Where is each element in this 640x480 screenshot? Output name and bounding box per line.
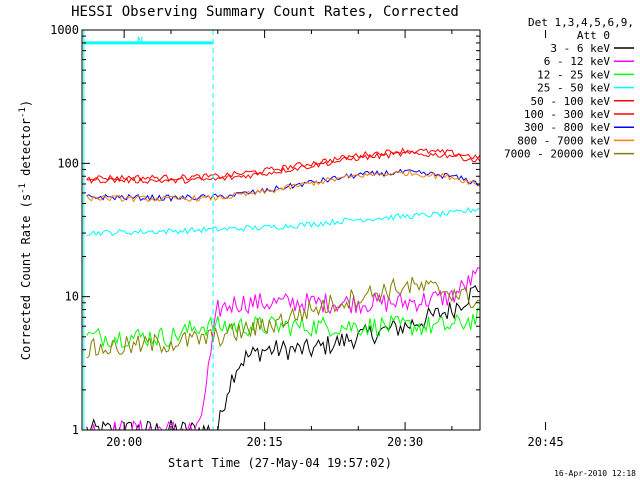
y-axis-label-end: )	[19, 100, 33, 107]
legend-label-1: 6 - 12 keV	[544, 55, 611, 68]
y-axis-label-sup2: -1	[18, 107, 28, 118]
series-line-3	[86, 206, 480, 237]
series-line-5	[86, 150, 480, 184]
legend-label-5: 100 - 300 keV	[524, 108, 610, 121]
series-layer	[86, 147, 480, 430]
chart-title: HESSI Observing Summary Count Rates, Cor…	[71, 4, 459, 20]
y-axis-label-mid: detector	[19, 118, 33, 183]
x-tick-label-0: 20:00	[106, 435, 142, 449]
series-line-1	[88, 267, 480, 430]
x-tick-label-1: 20:15	[247, 435, 283, 449]
legend-label-2: 12 - 25 keV	[537, 68, 610, 81]
x-tick-label-2: 20:30	[387, 435, 423, 449]
vertical-markers	[83, 30, 214, 430]
legend-label-7: 800 - 7000 keV	[517, 134, 610, 147]
n-marker: N	[137, 36, 143, 47]
legend-label-0: 3 - 6 keV	[550, 42, 610, 55]
y-tick-label-0: 1	[72, 423, 79, 437]
series-line-2	[86, 307, 480, 348]
series-line-8	[86, 277, 480, 359]
y-tick-label-1: 10	[65, 290, 79, 304]
legend-label-3: 25 - 50 keV	[537, 82, 610, 95]
y-tick-label-2: 100	[57, 156, 79, 170]
timestamp: 16-Apr-2010 12:18	[554, 469, 636, 478]
y-axis-label-main: Corrected Count Rate (s	[19, 194, 33, 360]
plot-frame	[81, 29, 481, 431]
y-axis: 1 10 100 1000	[50, 23, 480, 437]
y-tick-label-3: 1000	[50, 23, 79, 37]
series-line-7	[86, 169, 480, 203]
y-axis-label: Corrected Count Rate (s-1 detector-1)	[18, 100, 33, 360]
x-axis-label: Start Time (27-May-04 19:57:02)	[168, 456, 392, 470]
series-line-0	[86, 285, 480, 430]
legend-label-4: 50 - 100 keV	[531, 95, 611, 108]
legend-label-6: 300 - 800 keV	[524, 121, 610, 134]
legend-header-1: Det 1,3,4,5,6,9,	[528, 16, 634, 29]
series-line-4	[86, 147, 480, 182]
x-tick-label-3: 20:45	[527, 435, 563, 449]
y-axis-label-sup: -1	[18, 183, 28, 194]
legend-header-2: Att 0	[577, 29, 610, 42]
legend-label-8: 7000 - 20000 keV	[504, 148, 610, 161]
series-line-6	[86, 168, 480, 202]
